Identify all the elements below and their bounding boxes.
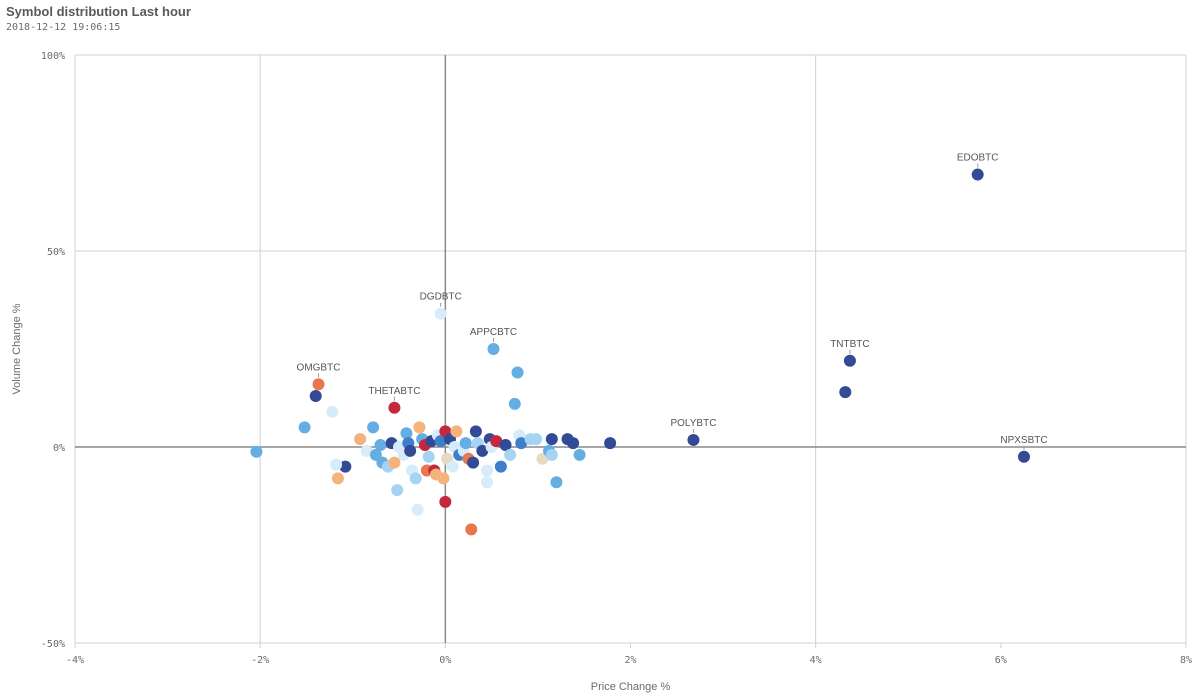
data-point[interactable] (465, 523, 478, 536)
data-point[interactable] (504, 448, 517, 461)
point-appcbtc[interactable] (487, 343, 500, 355)
point-label: DGDBTC (420, 292, 462, 303)
point-label: NPXSBTC (1000, 435, 1047, 446)
data-point[interactable] (839, 386, 852, 399)
data-point[interactable] (515, 437, 528, 450)
point-label: APPCBTC (470, 327, 517, 338)
point-tntbtc[interactable] (843, 354, 856, 367)
data-point[interactable] (391, 484, 404, 497)
data-point[interactable] (409, 472, 422, 485)
data-point[interactable] (367, 421, 380, 434)
chart-tick-labels: 100% 50% 0% -50%-4% -2% 0% 2% 4% 6% 8% (41, 51, 1192, 666)
point-label: EDOBTC (957, 153, 999, 164)
point-edobtc[interactable] (971, 168, 984, 181)
data-point[interactable] (374, 439, 387, 452)
data-point[interactable] (499, 439, 512, 452)
point-dgdbtc[interactable] (434, 307, 447, 320)
data-point[interactable] (437, 472, 450, 485)
y-tick-label: -50% (41, 639, 65, 650)
x-tick-label: 6% (995, 655, 1007, 666)
data-point[interactable] (326, 405, 339, 418)
data-point[interactable] (422, 450, 435, 463)
x-tick-label: -2% (251, 655, 269, 666)
data-point[interactable] (545, 433, 558, 446)
y-axis-title: Volume Change % (11, 303, 23, 394)
data-point[interactable] (480, 464, 493, 477)
data-point[interactable] (250, 445, 263, 458)
x-tick-label: 8% (1180, 655, 1192, 666)
data-point[interactable] (434, 435, 447, 448)
data-point[interactable] (439, 495, 452, 508)
chart-timestamp: 2018-12-12 19:06:15 (6, 22, 121, 33)
chart-gridlines (75, 54, 1187, 643)
data-point[interactable] (388, 456, 401, 469)
data-point[interactable] (354, 433, 367, 446)
x-axis-title: Price Change % (591, 681, 671, 693)
data-point[interactable] (573, 448, 586, 461)
data-point[interactable] (360, 444, 373, 457)
data-point[interactable] (309, 390, 322, 403)
data-point[interactable] (508, 397, 521, 410)
data-point[interactable] (604, 437, 617, 450)
point-npxsbtc[interactable] (1017, 450, 1030, 463)
data-point[interactable] (545, 448, 558, 461)
data-point[interactable] (494, 460, 507, 473)
x-tick-label: -4% (66, 655, 84, 666)
chart-points[interactable] (250, 168, 1030, 536)
data-point[interactable] (469, 425, 482, 438)
data-point[interactable] (298, 421, 311, 434)
data-point[interactable] (459, 437, 472, 450)
data-point[interactable] (411, 503, 424, 516)
chart-point-labels: EDOBTC NPXSBTC TNTBTC POLYBTC DGDBTC APPCBTC O… (297, 153, 1048, 450)
data-point[interactable] (467, 456, 480, 469)
x-tick-label: 0% (439, 655, 451, 666)
data-point[interactable] (530, 433, 543, 446)
data-point[interactable] (450, 425, 463, 438)
y-tick-label: 50% (47, 247, 65, 258)
data-point[interactable] (476, 444, 489, 457)
data-point[interactable] (511, 366, 524, 379)
data-point[interactable] (400, 427, 413, 440)
chart-axes (74, 55, 1186, 644)
x-tick-label: 4% (810, 655, 822, 666)
x-tick-label: 2% (624, 655, 636, 666)
data-point[interactable] (480, 476, 493, 489)
data-point[interactable] (490, 435, 503, 448)
data-point[interactable] (404, 444, 417, 457)
chart-title: Symbol distribution Last hour (6, 4, 191, 19)
point-omgbtc[interactable] (312, 378, 325, 391)
data-point[interactable] (330, 458, 343, 471)
data-point[interactable] (567, 437, 580, 450)
data-point[interactable] (339, 460, 352, 473)
point-label: THETABTC (368, 386, 420, 397)
point-label: TNTBTC (830, 339, 869, 350)
data-point[interactable] (331, 472, 344, 485)
y-tick-label: 100% (41, 51, 65, 62)
point-polybtc[interactable] (687, 433, 700, 446)
data-point[interactable] (413, 421, 426, 434)
point-label: OMGBTC (297, 362, 341, 373)
data-point[interactable] (550, 476, 563, 489)
data-point[interactable] (446, 460, 459, 473)
point-thetabtc[interactable] (388, 401, 401, 414)
y-tick-label: 0% (53, 443, 65, 454)
point-label: POLYBTC (670, 418, 716, 429)
